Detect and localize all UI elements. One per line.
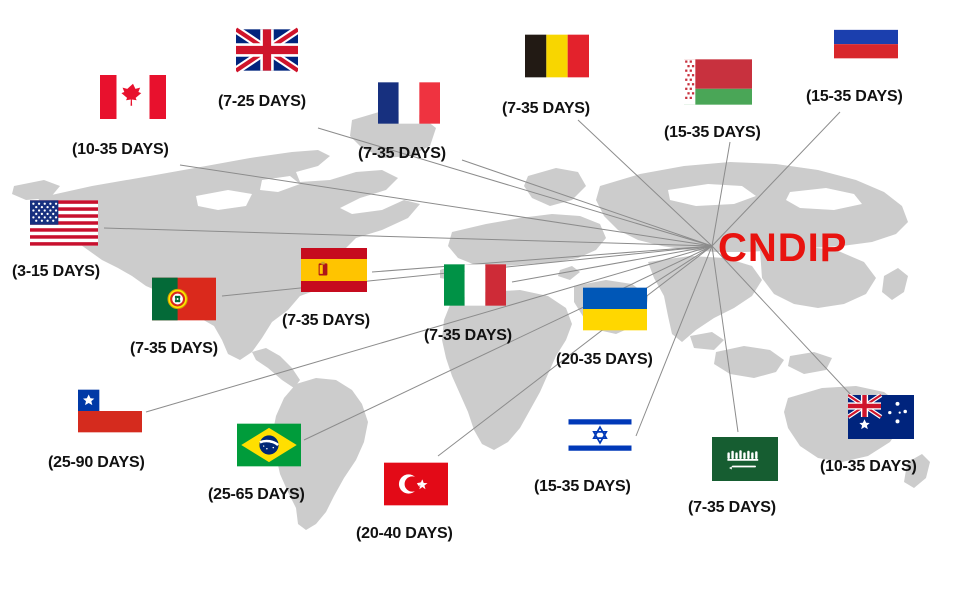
route-line-belgium — [577, 119, 713, 247]
delivery-days-label-chile: (25-90 DAYS) — [48, 454, 145, 471]
delivery-days-label-australia: (10-35 DAYS) — [820, 458, 917, 475]
route-line-saudi-arabia — [711, 245, 739, 433]
route-line-russia — [711, 111, 841, 247]
hub-label-cndip: CNDIP — [718, 226, 848, 270]
delivery-days-label-turkey: (20-40 DAYS) — [356, 525, 453, 542]
flag-ukraine-icon — [583, 286, 647, 332]
delivery-days-label-canada: (10-35 DAYS) — [72, 141, 169, 158]
map-landmasses — [12, 110, 930, 530]
flag-saudi-arabia-icon — [712, 436, 778, 482]
delivery-days-label-saudi-arabia: (7-35 DAYS) — [688, 499, 776, 516]
delivery-days-label-united-kingdom: (7-25 DAYS) — [218, 93, 306, 110]
delivery-days-label-italy: (7-35 DAYS) — [424, 327, 512, 344]
route-line-brazil — [303, 245, 713, 441]
flag-chile-icon — [78, 388, 142, 434]
delivery-days-label-belgium: (7-35 DAYS) — [502, 100, 590, 117]
flag-canada-icon — [100, 72, 166, 122]
flag-australia-icon — [848, 394, 914, 440]
delivery-days-label-portugal: (7-35 DAYS) — [130, 340, 218, 357]
delivery-days-label-france: (7-35 DAYS) — [358, 145, 446, 162]
flag-italy-icon — [444, 263, 506, 307]
route-line-united-kingdom — [317, 127, 713, 247]
flag-portugal-icon — [152, 276, 216, 322]
flag-united-kingdom-icon — [236, 26, 298, 74]
flag-belarus-icon — [684, 58, 752, 106]
delivery-days-label-spain: (7-35 DAYS) — [282, 312, 370, 329]
flag-brazil-icon — [237, 422, 301, 468]
delivery-days-label-united-states: (3-15 DAYS) — [12, 263, 100, 280]
delivery-days-label-brazil: (25-65 DAYS) — [208, 486, 305, 503]
route-line-canada — [179, 164, 713, 247]
route-line-israel — [635, 245, 713, 437]
flag-france-icon — [378, 80, 440, 126]
route-line-australia — [711, 245, 853, 397]
flag-belgium-icon — [525, 32, 589, 80]
flag-turkey-icon — [384, 462, 448, 506]
flag-united-states-icon — [30, 200, 98, 246]
route-line-united-states — [103, 227, 713, 247]
route-line-turkey — [437, 245, 713, 457]
route-line-spain — [371, 245, 713, 273]
flag-israel-icon — [568, 414, 632, 456]
route-line-belarus — [711, 141, 731, 247]
delivery-days-label-israel: (15-35 DAYS) — [534, 478, 631, 495]
route-line-italy — [511, 245, 713, 283]
flag-russia-icon — [834, 14, 898, 60]
delivery-days-label-belarus: (15-35 DAYS) — [664, 124, 761, 141]
delivery-days-label-russia: (15-35 DAYS) — [806, 88, 903, 105]
flag-spain-icon — [300, 248, 368, 292]
route-line-france — [461, 159, 713, 247]
route-line-chile — [145, 245, 713, 413]
delivery-days-label-ukraine: (20-35 DAYS) — [556, 351, 653, 368]
